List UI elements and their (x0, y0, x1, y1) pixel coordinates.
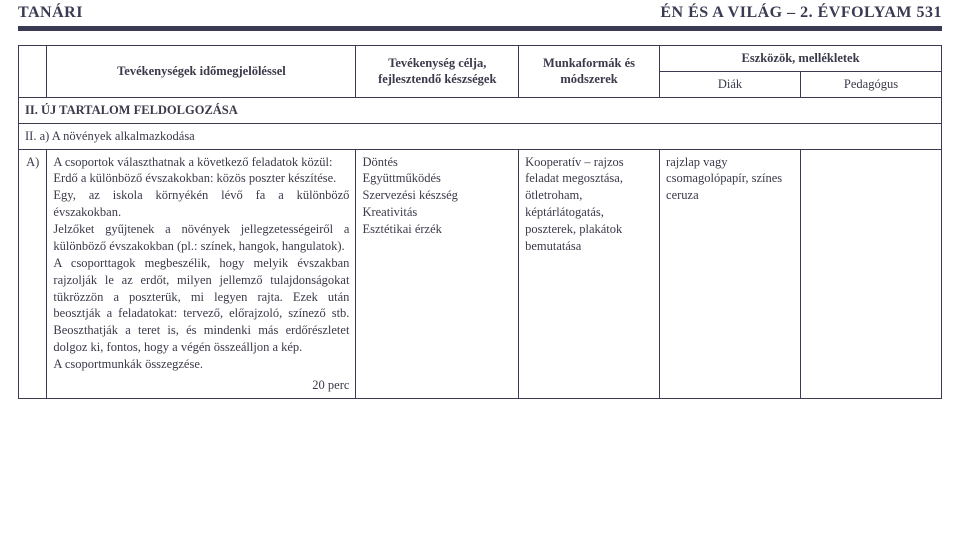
section-1-label: II. ÚJ TARTALOM FELDOLGOZÁSA (19, 97, 942, 123)
header-rule (18, 26, 942, 31)
lesson-plan-table: Tevékenységek időmegjelöléssel Tevékenys… (18, 45, 942, 399)
row-a-time: 20 perc (53, 373, 349, 394)
header-goals: Tevékenység célja, fejlesztendő készsége… (356, 46, 519, 98)
header-blank-idx (19, 46, 47, 98)
page-header: TANÁRI ÉN ÉS A VILÁG – 2. ÉVFOLYAM 531 (0, 0, 960, 24)
header-right: ÉN ÉS A VILÁG – 2. ÉVFOLYAM 531 (660, 4, 942, 22)
content-area: Tevékenységek időmegjelöléssel Tevékenys… (0, 45, 960, 399)
header-tools-teacher: Pedagógus (800, 71, 941, 97)
section-2-label: II. a) A növények alkalmazkodása (19, 123, 942, 149)
row-a-goals: Döntés Együttműködés Szervezési készség … (356, 149, 519, 398)
page-number: 531 (917, 4, 943, 21)
row-a-activity-cell: A csoportok választhatnak a következő fe… (47, 149, 356, 398)
header-left-label: TANÁRI (18, 4, 83, 22)
row-a-tools-student: rajzlap vagy csomagolópapír, színes ceru… (660, 149, 801, 398)
table-header-row-1: Tevékenységek időmegjelöléssel Tevékenys… (19, 46, 942, 72)
section-row-2: II. a) A növények alkalmazkodása (19, 123, 942, 149)
table-row: A) A csoportok választhatnak a következő… (19, 149, 942, 398)
header-methods: Munkaformák és módszerek (519, 46, 660, 98)
row-a-index: A) (19, 149, 47, 398)
header-activities: Tevékenységek időmegjelöléssel (47, 46, 356, 98)
row-a-activity-text: A csoportok választhatnak a következő fe… (53, 154, 349, 373)
row-a-tools-teacher (800, 149, 941, 398)
header-right-title: ÉN ÉS A VILÁG – 2. ÉVFOLYAM (660, 4, 912, 21)
header-tools: Eszközök, mellékletek (660, 46, 942, 72)
section-row-1: II. ÚJ TARTALOM FELDOLGOZÁSA (19, 97, 942, 123)
header-tools-student: Diák (660, 71, 801, 97)
row-a-methods: Kooperatív – rajzos feladat megosztása, … (519, 149, 660, 398)
